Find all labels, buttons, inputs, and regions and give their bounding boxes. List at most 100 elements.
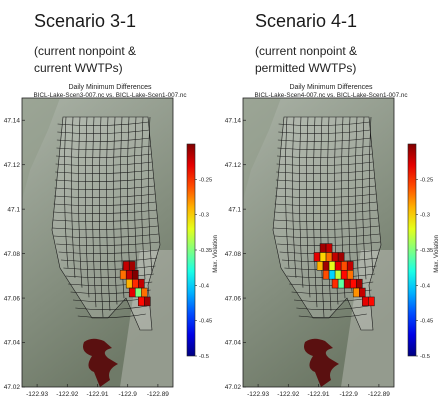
grid-column-line xyxy=(320,116,325,318)
grid-row-line xyxy=(278,121,370,126)
grid-row-line xyxy=(63,265,156,270)
grid-column-line xyxy=(313,116,318,308)
grid-row-line xyxy=(278,129,371,134)
heatmap-cell xyxy=(319,243,327,253)
y-tick-label: 47.12 xyxy=(4,162,21,169)
grid-row-line xyxy=(274,233,380,238)
x-tick-label: -122.93 xyxy=(26,391,48,398)
scenario-title: Scenario 3-1 xyxy=(34,11,137,31)
colorbar xyxy=(407,143,417,357)
grid-column-line xyxy=(148,116,153,274)
grid-column-line xyxy=(299,116,304,288)
grid-column-line xyxy=(327,116,332,311)
grid-row-line xyxy=(275,185,376,190)
heatmap-cell xyxy=(331,278,339,289)
y-tick-label: 47.04 xyxy=(225,340,242,347)
colorbar-tick-label: -0.3 xyxy=(199,213,209,219)
grid-row-line xyxy=(277,137,372,142)
x-tick-label: -122.92 xyxy=(277,391,299,398)
x-tick-label: -122.92 xyxy=(56,391,78,398)
grid-column-line xyxy=(292,116,297,278)
violation-map-chart: Daily Minimum DifferencesBICL-Lake-Scen4… xyxy=(225,84,440,398)
chart-title: Daily Minimum Differences xyxy=(68,84,152,91)
x-tick-label: -122.93 xyxy=(247,391,269,398)
scenario-title: Scenario 4-1 xyxy=(255,11,358,31)
grid-column-line xyxy=(141,116,146,280)
grid-row-line xyxy=(289,281,374,286)
heatmap-cell xyxy=(359,287,366,298)
heatmap-cell xyxy=(334,270,342,280)
grid-row-line xyxy=(60,257,158,262)
grid-row-line xyxy=(52,225,159,230)
heatmap-cell xyxy=(128,261,136,271)
grid-row-line xyxy=(54,177,154,182)
colorbar-tick-label: -0.5 xyxy=(199,354,209,360)
grid-column-line xyxy=(113,116,118,305)
grid-column-line xyxy=(369,116,374,274)
grid-row-line xyxy=(52,217,158,222)
grid-row-line xyxy=(77,313,146,318)
colorbar-label: Max. Violation xyxy=(213,235,219,273)
heatmap-cell xyxy=(356,278,363,289)
heatmap-cell xyxy=(316,261,324,271)
grid-row-line xyxy=(55,161,153,166)
heatmap-cell xyxy=(340,261,348,271)
heatmap-cell xyxy=(125,278,133,289)
colorbar-tick-label: -0.45 xyxy=(199,319,212,325)
grid-row-line xyxy=(276,161,374,166)
grid-row-line xyxy=(58,249,159,254)
x-tick-label: -122.9 xyxy=(339,391,358,398)
y-tick-label: 47.02 xyxy=(4,384,21,391)
y-tick-label: 47.02 xyxy=(225,384,242,391)
scenario-panel: Scenario 3-1 (current nonpoint & current… xyxy=(4,11,219,398)
inlet-area xyxy=(83,338,118,387)
grid-row-line xyxy=(274,209,378,214)
colorbar xyxy=(186,143,196,357)
y-tick-label: 47.06 xyxy=(225,295,242,302)
grid-row-line xyxy=(273,217,379,222)
heatmap-cell xyxy=(346,261,354,271)
y-tick-label: 47.12 xyxy=(225,162,242,169)
y-tick-label: 47.08 xyxy=(225,251,242,258)
heatmap-cell xyxy=(328,261,336,271)
heatmap-cell xyxy=(362,296,369,307)
grid-column-line xyxy=(85,116,90,298)
grid-row-line xyxy=(275,177,375,182)
heatmap-cell xyxy=(349,278,357,289)
heatmap-cell xyxy=(337,252,345,262)
heatmap-cell xyxy=(352,287,360,298)
grid-row-line xyxy=(298,313,367,318)
y-tick-label: 47.1 xyxy=(7,206,20,213)
chart-subtitle: BICL-Lake-Scen3-007.nc vs. BICL-Lake-Sce… xyxy=(34,92,187,99)
colorbar-tick-label: -0.5 xyxy=(420,354,430,360)
scenario-subtitle-line: current WWTPs) xyxy=(34,61,123,75)
grid-row-line xyxy=(273,225,380,230)
map-terrain-patch xyxy=(243,98,281,200)
x-tick-label: -122.91 xyxy=(86,391,108,398)
grid-column-line xyxy=(92,116,97,308)
scenario-subtitle: (current nonpoint & current WWTPs) xyxy=(34,43,136,77)
y-tick-label: 47.14 xyxy=(4,117,21,124)
grid-row-line xyxy=(56,137,151,142)
heatmap-cell xyxy=(325,243,333,253)
heatmap-cell xyxy=(144,296,151,307)
grid-column-line xyxy=(306,116,311,298)
grid-column-line xyxy=(285,116,290,269)
y-tick-label: 47.04 xyxy=(4,340,21,347)
grid-row-line xyxy=(57,129,150,134)
map-terrain-patch xyxy=(22,98,60,200)
y-tick-label: 47.1 xyxy=(228,206,241,213)
y-tick-label: 47.06 xyxy=(4,295,21,302)
scenario-subtitle-line: (current nonpoint & xyxy=(34,44,137,58)
map-terrain-patch xyxy=(120,250,173,387)
heatmap-cell xyxy=(331,252,339,262)
chart-title: Daily Minimum Differences xyxy=(289,84,373,91)
grid-row-line xyxy=(277,145,372,150)
grid-row-line xyxy=(57,121,149,126)
grid-row-line xyxy=(296,305,369,310)
grid-column-line xyxy=(78,116,83,288)
colorbar-tick-label: -0.3 xyxy=(420,213,430,219)
heatmap-cell xyxy=(322,261,330,271)
heatmap-cell xyxy=(135,287,142,298)
heatmap-cell xyxy=(322,270,330,280)
